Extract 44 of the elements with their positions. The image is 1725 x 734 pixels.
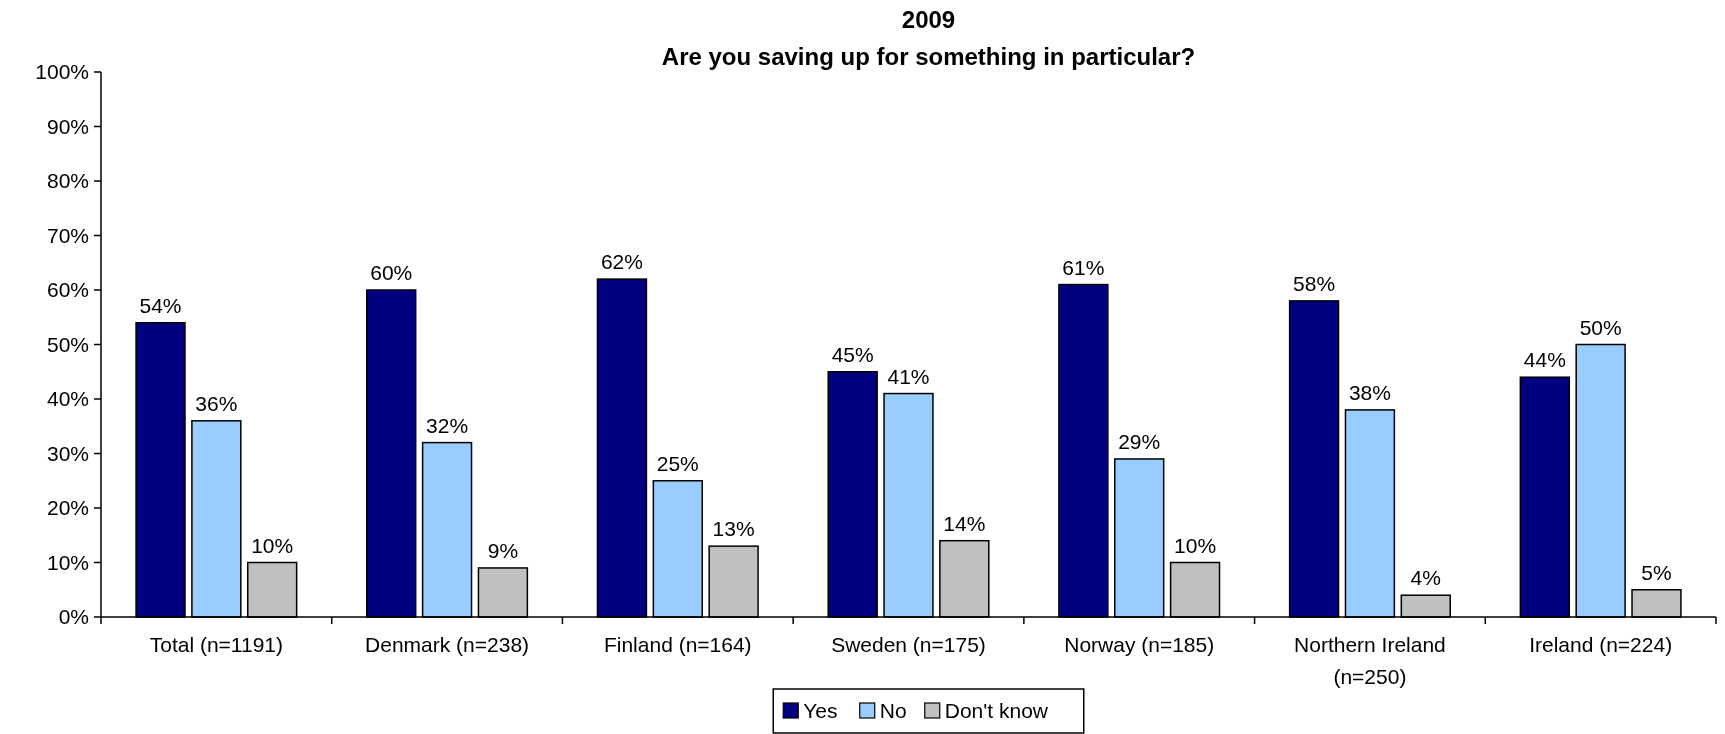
data-label: 58% xyxy=(1293,271,1336,295)
chart-subtitle: Are you saving up for something in particular? xyxy=(661,43,1196,70)
data-label: 62% xyxy=(600,250,643,274)
data-label: 25% xyxy=(656,451,699,475)
data-label: 9% xyxy=(487,538,519,562)
data-label: 14% xyxy=(943,511,986,535)
legend-label: Don't know xyxy=(944,699,1049,723)
x-tick-label: Norway (n=185) xyxy=(1064,633,1215,656)
y-tick-label: 70% xyxy=(46,223,89,247)
x-tick-label: Denmark (n=238) xyxy=(365,633,530,656)
y-tick-label: 80% xyxy=(46,169,89,193)
x-tick-label: Finland (n=164) xyxy=(603,633,752,656)
data-label: 50% xyxy=(1579,315,1622,339)
y-tick-label: 10% xyxy=(46,550,89,574)
data-label: 54% xyxy=(139,293,182,317)
y-tick-label: 100% xyxy=(35,60,89,84)
y-tick-label: 0% xyxy=(58,605,89,629)
data-label: 41% xyxy=(887,364,930,388)
y-tick-label: 50% xyxy=(46,332,89,356)
data-label: 32% xyxy=(426,413,469,437)
y-tick-label: 60% xyxy=(46,278,89,302)
data-label: 45% xyxy=(831,342,874,366)
data-label: 5% xyxy=(1641,560,1672,584)
x-tick-label: Ireland (n=224) xyxy=(1529,633,1673,656)
x-tick-label: Sweden (n=175) xyxy=(831,633,986,656)
data-label: 10% xyxy=(251,533,294,557)
data-label: 38% xyxy=(1348,380,1391,404)
data-label: 36% xyxy=(195,391,238,415)
data-label: 10% xyxy=(1174,533,1217,557)
legend-label: Yes xyxy=(803,699,838,723)
y-tick-label: 40% xyxy=(46,387,89,411)
x-tick-label: Total (n=1191) xyxy=(149,633,283,656)
chart-title: 2009 xyxy=(901,6,956,33)
x-tick-label: Northern Ireland (n=250) xyxy=(1294,633,1446,688)
data-label: 4% xyxy=(1410,566,1441,590)
y-tick-label: 20% xyxy=(46,496,89,520)
y-tick-label: 30% xyxy=(46,441,89,465)
data-label: 29% xyxy=(1118,429,1161,453)
y-tick-label: 90% xyxy=(46,114,89,138)
data-label: 44% xyxy=(1523,348,1566,372)
data-label: 60% xyxy=(370,261,413,284)
legend-label: No xyxy=(879,699,907,723)
data-label: 13% xyxy=(712,517,755,541)
data-label: 61% xyxy=(1062,255,1105,279)
